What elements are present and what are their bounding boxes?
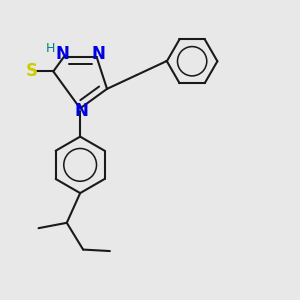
Text: H: H — [46, 43, 55, 56]
Text: N: N — [91, 45, 105, 63]
Text: S: S — [26, 62, 38, 80]
Text: N: N — [75, 102, 88, 120]
Text: N: N — [55, 45, 69, 63]
